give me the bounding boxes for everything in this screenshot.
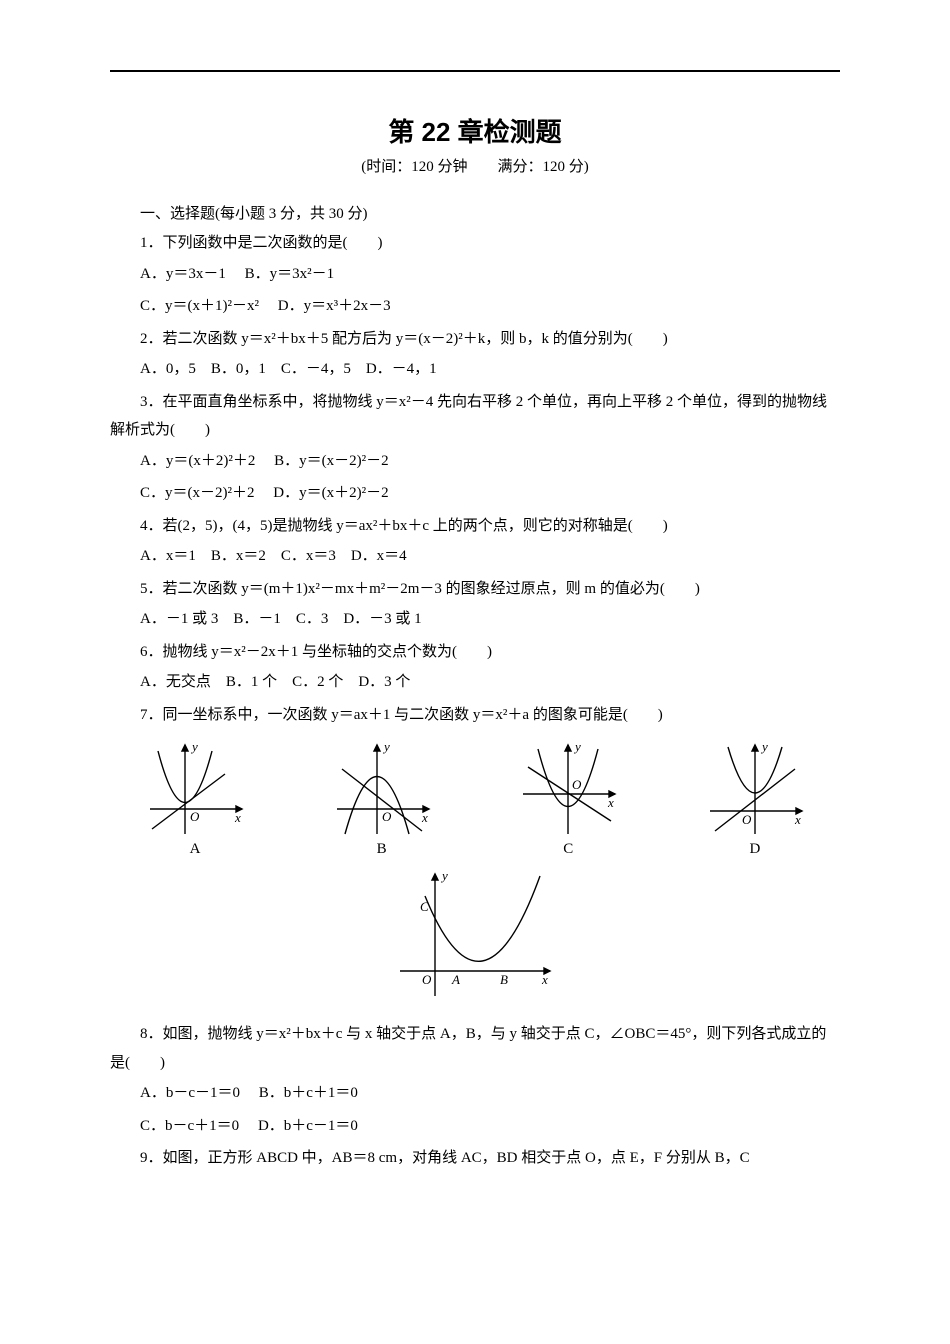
- q3-d: D．y＝(x＋2)²－2: [273, 485, 388, 501]
- exam-title: 第 22 章检测题: [110, 112, 840, 149]
- fig-b-O: O: [382, 809, 392, 824]
- q4-stem: 4．若(2，5)，(4，5)是抛物线 y＝ax²＋bx＋c 上的两个点，则它的对…: [110, 512, 840, 541]
- q3-a: A．y＝(x＋2)²＋2: [140, 453, 255, 469]
- q8-y: y: [440, 868, 448, 883]
- q7-stem: 7．同一坐标系中，一次函数 y＝ax＋1 与二次函数 y＝x²＋a 的图象可能是…: [110, 701, 840, 730]
- q4-opts: A．x＝1 B．x＝2 C．x＝3 D．x＝4: [110, 542, 840, 571]
- q8-x: x: [541, 972, 548, 987]
- q8-b: B．b＋c＋1＝0: [259, 1085, 358, 1101]
- fig-a-y: y: [190, 739, 198, 754]
- fig-b-y: y: [382, 739, 390, 754]
- fig-b-label: B: [377, 841, 387, 858]
- fig-c-x: x: [607, 795, 614, 810]
- q1-d: D．y＝x³＋2x－3: [278, 298, 391, 314]
- fig-a-O: O: [190, 809, 200, 824]
- q1-c: C．y＝(x＋1)²－x²: [140, 298, 259, 314]
- fig-d-x: x: [794, 812, 801, 827]
- fig-a-svg: O x y: [140, 739, 250, 839]
- q1-opts-row2: C．y＝(x＋1)²－x² D．y＝x³＋2x－3: [110, 292, 840, 321]
- q8-d: D．b＋c－1＝0: [258, 1118, 358, 1134]
- q2-stem: 2．若二次函数 y＝x²＋bx＋5 配方后为 y＝(x－2)²＋k，则 b，k …: [110, 325, 840, 354]
- fig-c: O x y C: [513, 739, 623, 858]
- q1-stem: 1．下列函数中是二次函数的是( ): [110, 229, 840, 258]
- fig-c-svg: O x y: [513, 739, 623, 839]
- q2-opts: A．0，5 B．0，1 C．－4，5 D．－4，1: [110, 355, 840, 384]
- q6-opts: A．无交点 B．1 个 C．2 个 D．3 个: [110, 668, 840, 697]
- q5-stem: 5．若二次函数 y＝(m＋1)x²－mx＋m²－2m－3 的图象经过原点，则 m…: [110, 575, 840, 604]
- fig-b-x: x: [421, 810, 428, 825]
- q5-opts: A．－1 或 3 B．－1 C．3 D．－3 或 1: [110, 605, 840, 634]
- top-rule: [110, 70, 840, 72]
- q8-figure: O x y A B C: [110, 866, 840, 1006]
- q8-O: O: [422, 972, 432, 987]
- section-1-heading: 一、选择题(每小题 3 分，共 30 分): [110, 202, 840, 223]
- q8-A: A: [451, 972, 460, 987]
- fig-a-label: A: [190, 841, 201, 858]
- q8-svg: O x y A B C: [390, 866, 560, 1006]
- fig-a: O x y A: [140, 739, 250, 858]
- q3-opts-row1: A．y＝(x＋2)²＋2 B．y＝(x－2)²－2: [110, 447, 840, 476]
- q3-c: C．y＝(x－2)²＋2: [140, 485, 255, 501]
- q8-B: B: [500, 972, 508, 987]
- q8-C: C: [420, 899, 429, 914]
- exam-subtitle: (时间：120 分钟 满分：120 分): [110, 155, 840, 176]
- q8-stem: 8．如图，抛物线 y＝x²＋bx＋c 与 x 轴交于点 A，B，与 y 轴交于点…: [110, 1020, 840, 1077]
- q8-opts-row2: C．b－c＋1＝0 D．b＋c－1＝0: [110, 1112, 840, 1141]
- fig-b-svg: O x y: [327, 739, 437, 839]
- fig-a-x: x: [234, 810, 241, 825]
- q8-c: C．b－c＋1＝0: [140, 1118, 239, 1134]
- q1-opts-row1: A．y＝3x－1 B．y＝3x²－1: [110, 260, 840, 289]
- q6-stem: 6．抛物线 y＝x²－2x＋1 与坐标轴的交点个数为( ): [110, 638, 840, 667]
- q3-b: B．y＝(x－2)²－2: [274, 453, 389, 469]
- fig-d-O: O: [742, 812, 752, 827]
- fig-b: O x y B: [327, 739, 437, 858]
- page: 第 22 章检测题 (时间：120 分钟 满分：120 分) 一、选择题(每小题…: [0, 0, 950, 1344]
- fig-d: O x y D: [700, 739, 810, 858]
- q1-b: B．y＝3x²－1: [245, 266, 335, 282]
- fig-c-O: O: [572, 777, 582, 792]
- fig-c-y: y: [573, 739, 581, 754]
- q3-opts-row2: C．y＝(x－2)²＋2 D．y＝(x＋2)²－2: [110, 479, 840, 508]
- q9-stem: 9．如图，正方形 ABCD 中，AB＝8 cm，对角线 AC，BD 相交于点 O…: [110, 1144, 840, 1173]
- fig-c-label: C: [563, 841, 573, 858]
- q7-figure-row: O x y A O x y B: [140, 739, 810, 858]
- q8-a: A．b－c－1＝0: [140, 1085, 240, 1101]
- q3-stem: 3．在平面直角坐标系中，将抛物线 y＝x²－4 先向右平移 2 个单位，再向上平…: [110, 388, 840, 445]
- fig-d-y: y: [760, 739, 768, 754]
- fig-d-svg: O x y: [700, 739, 810, 839]
- q1-a: A．y＝3x－1: [140, 266, 226, 282]
- q8-opts-row1: A．b－c－1＝0 B．b＋c＋1＝0: [110, 1079, 840, 1108]
- fig-d-label: D: [750, 841, 761, 858]
